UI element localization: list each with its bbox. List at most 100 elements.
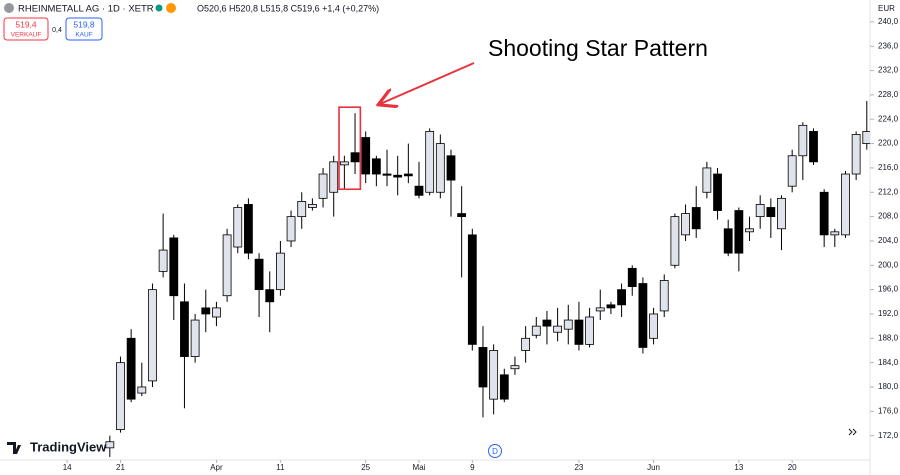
y-tick-label: 192,0 — [878, 309, 899, 318]
arrow — [380, 62, 475, 104]
plot-area — [105, 101, 870, 457]
candle-body — [329, 161, 339, 193]
candle-body — [670, 216, 680, 266]
candle-body — [286, 216, 296, 242]
candle-body — [585, 316, 594, 345]
candle-body — [201, 307, 211, 315]
candle-body — [606, 304, 616, 309]
y-tick-label: 176,0 — [878, 406, 899, 415]
x-tick-label: Mai — [413, 463, 426, 472]
candle-body — [158, 249, 168, 272]
candle-body — [510, 365, 520, 370]
candle-body — [116, 362, 125, 430]
x-tick-label: 21 — [116, 463, 125, 472]
y-tick-label: 208,0 — [878, 212, 899, 221]
logo-text: TradingView — [30, 439, 107, 454]
y-tick-label: 232,0 — [878, 66, 899, 75]
candle-body — [126, 337, 136, 400]
status-dot — [155, 4, 163, 12]
candle-body — [403, 173, 413, 177]
sell-label: VERKAUF — [11, 32, 42, 39]
candle-body — [862, 131, 870, 144]
candle-body — [435, 143, 445, 193]
x-tick-label: 14 — [63, 463, 72, 472]
candle-body — [350, 152, 360, 163]
sell-price: 519,4 — [15, 19, 37, 29]
candle-body — [414, 185, 424, 196]
x-tick-label: 20 — [788, 463, 797, 472]
scroll-icon — [848, 428, 857, 436]
candle-body — [499, 374, 509, 400]
candle-body — [766, 207, 776, 218]
candle-body — [265, 289, 275, 303]
x-tick-label: 11 — [276, 463, 285, 472]
x-tick-label: Apr — [210, 463, 223, 472]
y-tick-label: 228,0 — [878, 90, 899, 99]
candle-body — [851, 134, 861, 175]
candle-body — [617, 289, 626, 306]
x-tick-label: 9 — [470, 463, 475, 472]
y-tick-label: 200,0 — [878, 260, 899, 269]
candle-body — [713, 173, 722, 211]
symbol[interactable]: RHEINMETALL AG · 1D · XETR — [18, 4, 154, 15]
candle-body — [254, 258, 264, 291]
candle-body — [531, 325, 541, 336]
x-tick-label: 13 — [734, 463, 743, 472]
candle-body — [638, 283, 648, 348]
y-tick-label: 180,0 — [878, 382, 899, 391]
candle-body — [339, 161, 349, 166]
candle-body — [393, 174, 403, 178]
candle-body — [244, 204, 253, 254]
candle-body — [787, 155, 797, 187]
candle-body — [659, 280, 669, 312]
candle-body — [276, 252, 285, 291]
y-tick-label: 240,0 — [878, 17, 899, 26]
candle-body — [137, 386, 147, 394]
y-tick-label: 236,0 — [878, 41, 899, 50]
candle-body — [180, 301, 189, 357]
candle-body — [489, 350, 499, 400]
candle-body — [819, 191, 829, 236]
candle-body — [148, 289, 157, 382]
candle-body — [723, 228, 733, 254]
candle-body — [425, 131, 435, 193]
y-tick-label: 216,0 — [878, 163, 899, 172]
y-tick-label: 184,0 — [878, 358, 899, 367]
candle-body — [777, 197, 786, 230]
event-marker-letter: D — [492, 447, 498, 456]
event-marker[interactable] — [488, 444, 502, 458]
candle-body — [318, 173, 328, 199]
symbol-icon — [4, 3, 14, 13]
candle-body — [190, 319, 200, 357]
candle-body — [542, 319, 552, 327]
candle-body — [105, 441, 115, 449]
logo-icon — [7, 442, 21, 454]
candle-body — [297, 201, 307, 218]
spread: 0,4 — [52, 27, 62, 34]
currency: EUR — [878, 4, 895, 13]
y-tick-label: 224,0 — [878, 114, 899, 123]
y-tick-label: 220,0 — [878, 139, 899, 148]
buy-price: 519,8 — [73, 19, 95, 29]
candle-body — [841, 173, 850, 236]
candle-body — [222, 234, 232, 297]
candle-body — [681, 213, 690, 236]
candle-body — [563, 319, 573, 330]
candle-body — [169, 237, 179, 297]
annotation: Shooting Star Pattern — [488, 35, 708, 61]
sell-button[interactable] — [3, 17, 49, 41]
y-tick-label: 172,0 — [878, 431, 899, 440]
candle-body — [457, 213, 467, 218]
ohlc: O520,6 H520,8 L515,8 C519,6 +1,4 (+0,27%… — [197, 3, 379, 13]
candle-body — [478, 347, 488, 388]
candle-body — [521, 337, 531, 351]
candle-body — [649, 313, 658, 339]
candle-body — [830, 231, 840, 236]
buy-button[interactable] — [65, 17, 103, 41]
candle-body — [553, 325, 563, 333]
pattern-highlight — [338, 106, 362, 191]
y-tick-label: 188,0 — [878, 333, 899, 342]
candle-body — [233, 207, 243, 248]
